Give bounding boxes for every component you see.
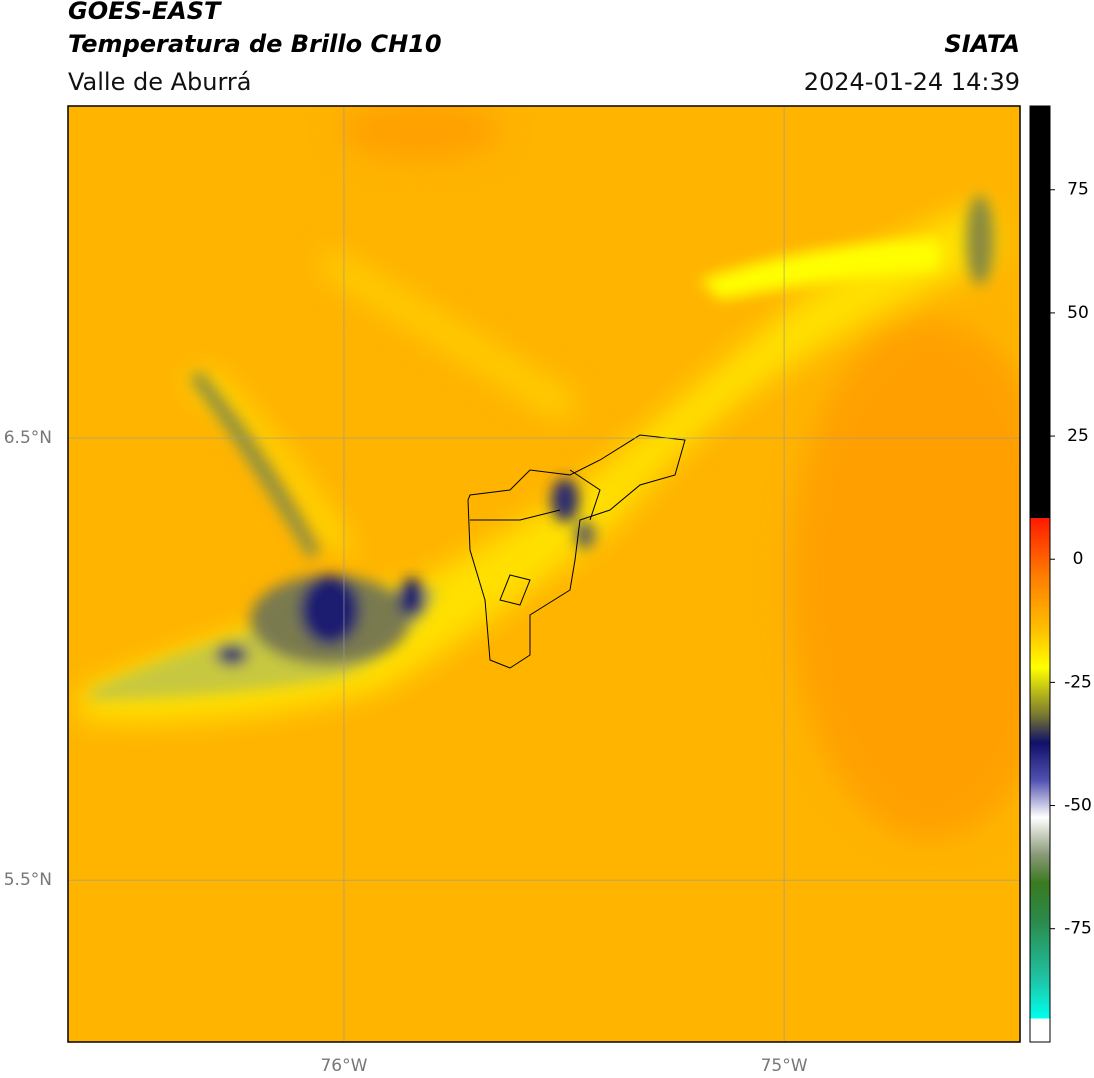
source: SIATA <box>944 30 1020 58</box>
colorbar-tick-label: 75 <box>1067 180 1089 200</box>
colorbar-tick-label: 25 <box>1067 426 1089 446</box>
colorbar-tick-label: -50 <box>1064 796 1092 816</box>
satellite-image <box>68 106 1020 1042</box>
colorbar-tick-label: 50 <box>1067 303 1089 323</box>
lat-label: 5.5°N <box>4 870 52 890</box>
region: Valle de Aburrá <box>68 68 252 96</box>
subtitle: Temperatura de Brillo CH10 <box>68 30 442 58</box>
colorbar-tick-label: -75 <box>1064 919 1092 939</box>
colorbar-tick-label: -25 <box>1064 672 1092 692</box>
title: GOES-EAST <box>68 0 222 25</box>
datetime: 2024-01-24 14:39 <box>804 68 1020 96</box>
colorbar-tick-label: 0 <box>1073 549 1084 569</box>
municipal-boundaries <box>467 434 686 669</box>
lon-label: 75°W <box>761 1056 808 1076</box>
map-frame <box>67 105 1021 1043</box>
lon-label: 76°W <box>320 1056 367 1076</box>
lat-label: 6.5°N <box>4 428 52 448</box>
colorbar <box>1029 105 1051 1043</box>
